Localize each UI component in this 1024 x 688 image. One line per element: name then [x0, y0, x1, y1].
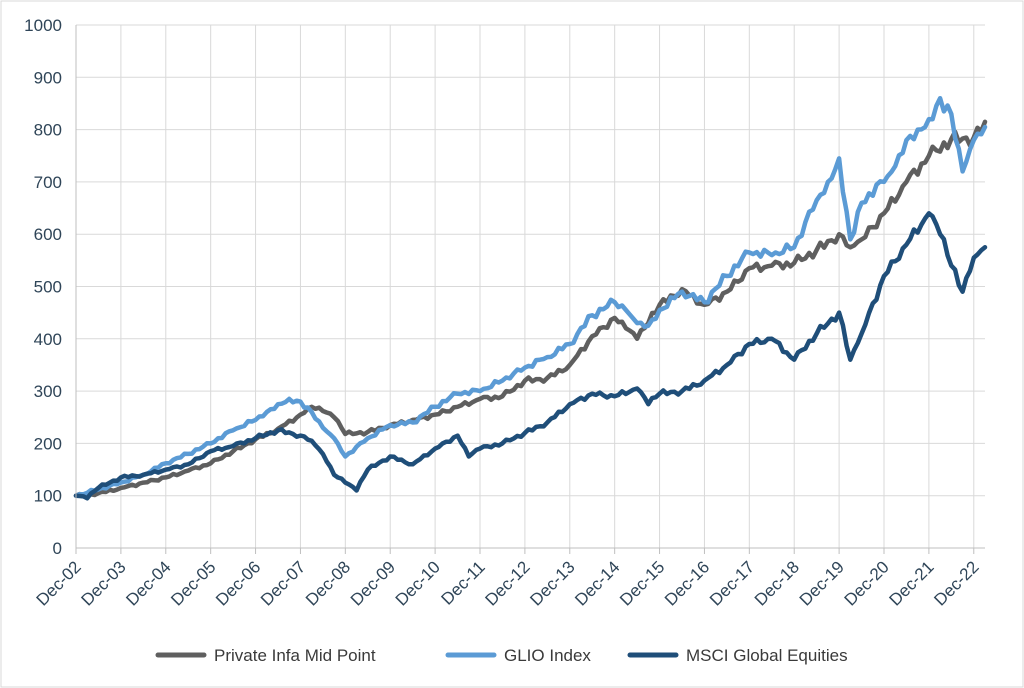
series-lines [73, 95, 988, 501]
y-tick-label: 100 [34, 487, 62, 506]
y-tick-label: 300 [34, 382, 62, 401]
y-tick-label: 700 [34, 173, 62, 192]
legend-label-1: GLIO Index [504, 646, 591, 665]
legend-label-0: Private Infa Mid Point [214, 646, 376, 665]
y-tick-label: 500 [34, 278, 62, 297]
y-tick-label: 900 [34, 68, 62, 87]
legend: Private Infa Mid Point GLIO Index MSCI Glo… [155, 646, 848, 665]
series-line-2 [73, 211, 988, 501]
gridlines [76, 24, 985, 548]
y-tick-label: 0 [53, 539, 62, 558]
legend-label-2: MSCI Global Equities [686, 646, 848, 665]
series-line-1 [73, 95, 988, 498]
y-tick-label: 600 [34, 225, 62, 244]
y-tick-label: 1000 [24, 16, 62, 35]
y-tick-label: 200 [34, 434, 62, 453]
series-line-0 [73, 119, 988, 498]
y-tick-label: 400 [34, 330, 62, 349]
y-tick-label: 800 [34, 121, 62, 140]
